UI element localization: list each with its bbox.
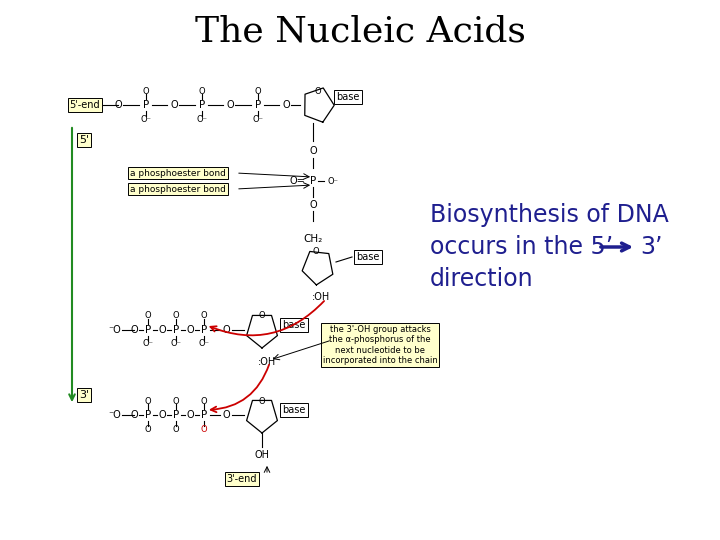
Text: O⁻: O⁻ [199,340,210,348]
Text: O: O [201,396,207,406]
Text: O: O [130,325,138,335]
Text: O=: O= [289,176,305,186]
Text: O: O [222,325,230,335]
Text: O: O [201,424,207,434]
Text: O: O [255,86,261,96]
Text: O: O [258,396,265,406]
Text: O: O [130,410,138,420]
Text: P: P [145,325,151,335]
Text: 5': 5' [79,135,89,145]
Text: O: O [201,312,207,321]
Text: O⁻: O⁻ [140,114,151,124]
Text: O: O [222,410,230,420]
Text: O: O [312,247,319,256]
Text: O: O [186,410,194,420]
Text: O: O [170,100,178,110]
Text: base: base [336,92,360,102]
Text: P: P [201,325,207,335]
Text: O: O [258,312,265,321]
Text: ⁻O: ⁻O [109,325,122,335]
Text: Biosynthesis of DNA: Biosynthesis of DNA [430,203,669,227]
Text: O⁻: O⁻ [197,114,207,124]
Text: O: O [145,396,151,406]
Text: O: O [143,86,149,96]
Text: P: P [255,100,261,110]
Text: P: P [310,176,316,186]
Text: O: O [158,325,166,335]
Text: O: O [186,325,194,335]
Text: O: O [158,410,166,420]
Text: :OH: :OH [312,292,330,302]
Text: O: O [114,100,122,110]
Text: P: P [173,410,179,420]
Text: P: P [143,100,149,110]
Text: base: base [282,405,306,415]
Text: 3'-end: 3'-end [227,474,257,484]
Text: O: O [199,86,205,96]
Text: O: O [173,312,179,321]
Text: O⁻: O⁻ [253,114,264,124]
Text: the 3'-OH group attacks
the α-phosphorus of the
next nucleotide to be
incorporat: the 3'-OH group attacks the α-phosphorus… [323,325,437,365]
Text: OH: OH [254,450,269,460]
Text: 3': 3' [79,390,89,400]
Text: 3’: 3’ [640,235,662,259]
Text: O: O [309,200,317,210]
Text: P: P [199,100,205,110]
Text: O: O [145,312,151,321]
Text: O⁻: O⁻ [171,340,181,348]
Text: The Nucleic Acids: The Nucleic Acids [194,15,526,49]
Text: a phosphoester bond: a phosphoester bond [130,168,226,178]
Text: O: O [173,396,179,406]
Text: O: O [226,100,234,110]
Text: CH₂: CH₂ [303,234,323,244]
Text: 5'-end: 5'-end [70,100,100,110]
Text: O: O [173,424,179,434]
Text: a phosphoester bond: a phosphoester bond [130,185,226,193]
Text: occurs in the 5’: occurs in the 5’ [430,235,613,259]
Text: O: O [145,424,151,434]
Text: P: P [145,410,151,420]
Text: O⁻: O⁻ [143,340,153,348]
Text: O⁻: O⁻ [327,177,338,186]
Text: P: P [173,325,179,335]
Text: O: O [315,86,321,96]
Text: P: P [201,410,207,420]
Text: base: base [356,252,379,262]
Text: :OH: :OH [258,357,276,367]
Text: direction: direction [430,267,534,291]
Text: ⁻O: ⁻O [109,410,122,420]
Text: O: O [309,146,317,156]
Text: O: O [282,100,290,110]
Text: base: base [282,320,306,330]
